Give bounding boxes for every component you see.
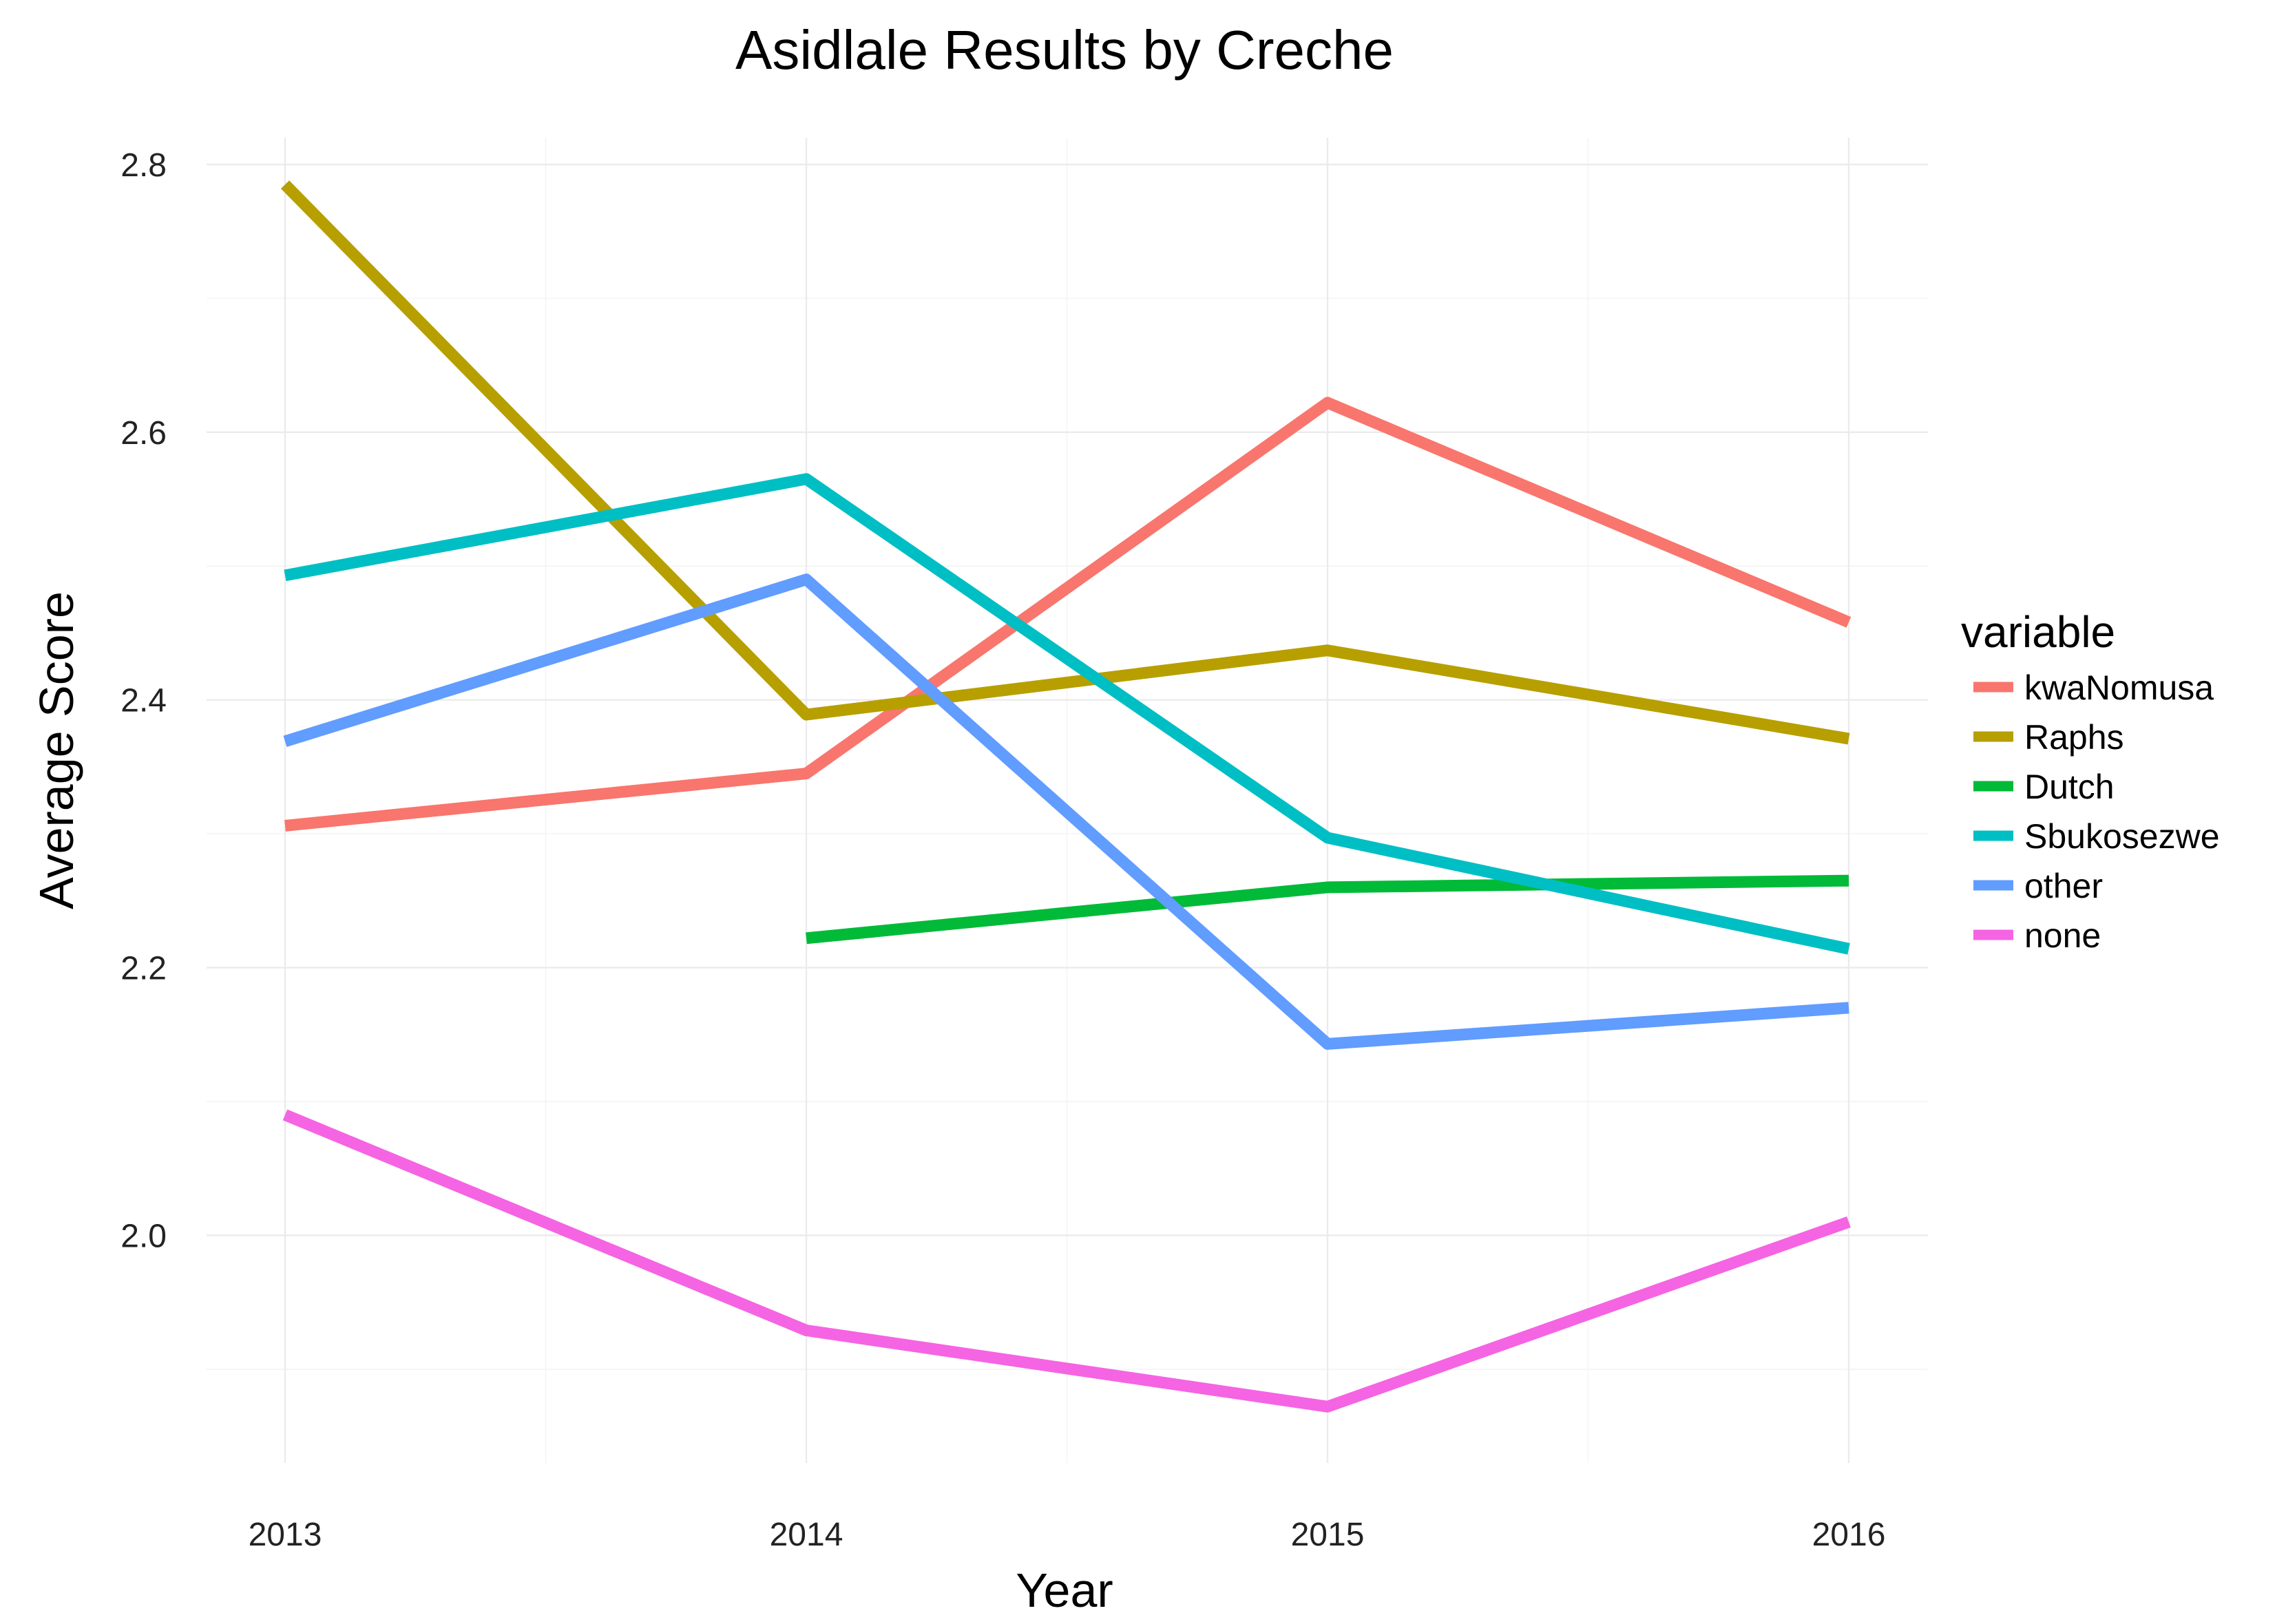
- y-axis-title: Average Score: [30, 591, 83, 909]
- series-line-kwanomusa: [284, 397, 1852, 832]
- legend-label-other: other: [2024, 867, 2103, 905]
- x-tick-label: 2015: [1291, 1517, 1365, 1553]
- legend-label-sbukosezwe: Sbukosezwe: [2024, 817, 2220, 856]
- x-tick-label: 2014: [770, 1517, 843, 1553]
- series-line-none: [282, 1109, 1851, 1413]
- y-tick-label: 2.0: [120, 1218, 167, 1254]
- x-axis-title: Year: [1016, 1563, 1113, 1617]
- series-lines: [280, 180, 1852, 1413]
- y-tick-label: 2.8: [120, 147, 167, 184]
- legend-items: kwaNomusa Raphs Dutch Sbukosezwe other none: [1973, 668, 2220, 955]
- legend-label-kwanomusa: kwaNomusa: [2024, 668, 2214, 707]
- legend-title: variable: [1961, 607, 2115, 657]
- x-axis-ticks: 2013 2014 2015 2016: [249, 1517, 1886, 1553]
- y-tick-label: 2.4: [120, 683, 167, 719]
- grid: [207, 138, 1928, 1463]
- chart-title: Asidlale Results by Creche: [735, 19, 1394, 81]
- series-line-dutch: [806, 874, 1849, 945]
- y-axis-ticks: 2.0 2.2 2.4 2.6 2.8: [120, 147, 167, 1255]
- y-tick-label: 2.2: [120, 951, 167, 987]
- legend-label-none: none: [2024, 916, 2101, 955]
- series-line-other: [283, 573, 1849, 1050]
- legend: variable kwaNomusa Raphs Dutch Sbukosezwe ot…: [1961, 607, 2220, 955]
- y-tick-label: 2.6: [120, 415, 167, 452]
- series-line-raphs: [280, 180, 1850, 745]
- x-tick-label: 2016: [1812, 1517, 1886, 1553]
- series-line-sbukosezwe: [284, 473, 1850, 955]
- legend-label-raphs: Raphs: [2024, 718, 2124, 757]
- x-tick-label: 2013: [249, 1517, 322, 1553]
- legend-label-dutch: Dutch: [2024, 768, 2115, 806]
